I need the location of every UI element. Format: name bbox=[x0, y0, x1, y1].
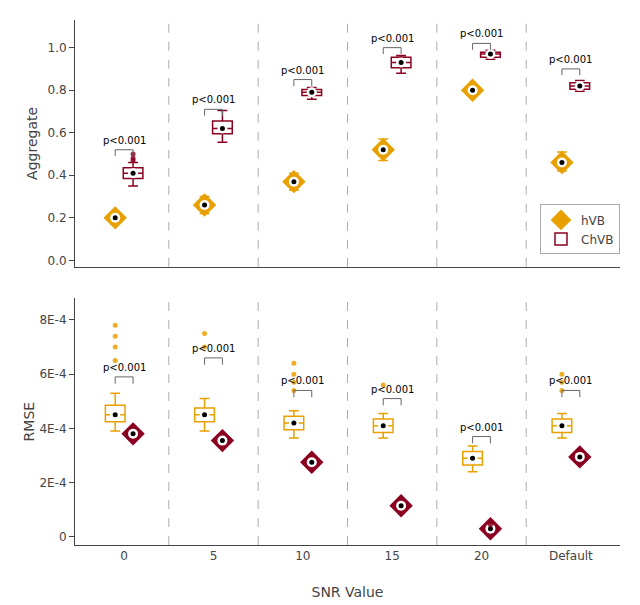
svg-text:RMSE: RMSE bbox=[21, 402, 37, 442]
svg-text:10: 10 bbox=[295, 549, 310, 563]
svg-text:p<0.001: p<0.001 bbox=[281, 375, 324, 386]
svg-text:Default: Default bbox=[549, 549, 593, 563]
svg-text:0.4: 0.4 bbox=[48, 168, 67, 182]
svg-text:p<0.001: p<0.001 bbox=[103, 362, 146, 373]
svg-text:p<0.001: p<0.001 bbox=[460, 28, 503, 39]
svg-text:p<0.001: p<0.001 bbox=[371, 384, 414, 395]
svg-text:SNR Value: SNR Value bbox=[312, 584, 384, 600]
svg-text:0.6: 0.6 bbox=[48, 126, 67, 140]
svg-text:p<0.001: p<0.001 bbox=[549, 375, 592, 386]
svg-text:p<0.001: p<0.001 bbox=[549, 54, 592, 65]
svg-text:p<0.001: p<0.001 bbox=[192, 343, 235, 354]
svg-text:p<0.001: p<0.001 bbox=[371, 33, 414, 44]
svg-text:p<0.001: p<0.001 bbox=[460, 422, 503, 433]
svg-text:4E-4: 4E-4 bbox=[39, 422, 66, 436]
svg-text:p<0.001: p<0.001 bbox=[103, 135, 146, 146]
svg-text:1.0: 1.0 bbox=[48, 41, 67, 55]
svg-text:5: 5 bbox=[210, 549, 218, 563]
svg-text:p<0.001: p<0.001 bbox=[192, 94, 235, 105]
svg-text:2E-4: 2E-4 bbox=[39, 476, 66, 490]
svg-text:6E-4: 6E-4 bbox=[39, 367, 66, 381]
svg-text:15: 15 bbox=[385, 549, 400, 563]
svg-text:0.0: 0.0 bbox=[48, 254, 67, 268]
svg-text:p<0.001: p<0.001 bbox=[281, 65, 324, 76]
svg-text:20: 20 bbox=[474, 549, 489, 563]
svg-text:8E-4: 8E-4 bbox=[39, 313, 66, 327]
svg-text:0: 0 bbox=[59, 530, 67, 544]
svg-text:0.8: 0.8 bbox=[48, 83, 67, 97]
svg-text:0.2: 0.2 bbox=[48, 211, 67, 225]
svg-text:ChVB: ChVB bbox=[581, 233, 613, 247]
svg-text:Aggregate: Aggregate bbox=[24, 107, 40, 180]
svg-text:hVB: hVB bbox=[581, 214, 605, 228]
svg-text:0: 0 bbox=[120, 549, 128, 563]
